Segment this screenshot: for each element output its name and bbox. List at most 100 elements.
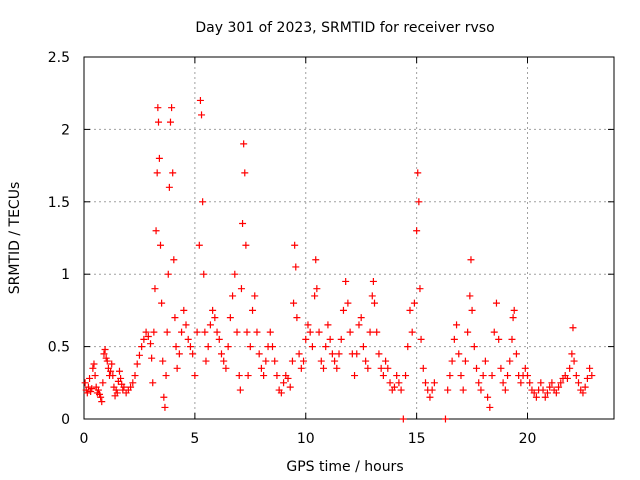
data-point [331, 357, 339, 365]
data-point [170, 256, 178, 264]
data-point [290, 299, 298, 307]
data-point [475, 379, 483, 387]
data-point [416, 285, 424, 293]
data-point [413, 227, 421, 235]
data-point [222, 364, 230, 372]
data-point [255, 350, 263, 358]
data-point [583, 374, 591, 382]
data-point [395, 379, 403, 387]
data-point [175, 350, 183, 358]
data-point [477, 386, 485, 394]
data-point [517, 379, 525, 387]
data-point [467, 256, 475, 264]
y-tick-label: 0 [61, 412, 70, 428]
data-point [484, 393, 492, 401]
data-point [382, 357, 390, 365]
data-point [532, 393, 540, 401]
data-point [108, 360, 116, 368]
data-point [297, 364, 305, 372]
data-point [486, 403, 494, 411]
data-point [237, 285, 245, 293]
data-point [366, 328, 374, 336]
data-point [509, 314, 517, 322]
data-point [575, 379, 583, 387]
y-tick-label: 2.5 [48, 50, 70, 66]
data-point [368, 292, 376, 300]
data-point [199, 198, 207, 206]
data-point [579, 389, 587, 397]
data-point [158, 299, 166, 307]
data-point [148, 354, 156, 362]
data-point [408, 328, 416, 336]
data-point [555, 383, 563, 391]
data-point [335, 350, 343, 358]
data-point [501, 386, 509, 394]
y-tick-label: 1.5 [48, 195, 70, 211]
data-point [351, 372, 359, 380]
data-point [84, 383, 92, 391]
y-tick-label: 1 [61, 267, 70, 283]
data-point [291, 241, 299, 249]
data-point [113, 389, 121, 397]
data-point [566, 364, 574, 372]
data-point [526, 379, 534, 387]
data-point [319, 364, 327, 372]
data-point [169, 169, 177, 177]
plot-frame [83, 56, 615, 420]
data-point [337, 335, 345, 343]
data-point [315, 328, 323, 336]
data-point [313, 285, 321, 293]
data-point [244, 372, 252, 380]
data-point [164, 270, 172, 278]
data-point [284, 374, 292, 382]
data-point [271, 357, 279, 365]
data-point [455, 350, 463, 358]
data-point [470, 343, 478, 351]
data-point [155, 154, 163, 162]
data-point [182, 321, 190, 329]
data-point [397, 386, 405, 394]
y-tick-label: 0.5 [48, 340, 70, 356]
data-point [312, 256, 320, 264]
data-point [333, 364, 341, 372]
data-point [322, 343, 330, 351]
data-point [444, 386, 452, 394]
chart-title: Day 301 of 2023, SRMTID for receiver rvs… [195, 20, 494, 36]
data-point [154, 104, 162, 112]
data-point [193, 328, 201, 336]
y-tick-label: 2 [61, 122, 70, 138]
data-point [344, 299, 352, 307]
data-point [588, 372, 596, 380]
data-point [277, 389, 285, 397]
data-point [328, 350, 336, 358]
data-point [257, 364, 265, 372]
data-point [430, 379, 438, 387]
data-point [302, 335, 310, 343]
data-point [306, 328, 314, 336]
data-point [107, 367, 115, 375]
data-point [552, 389, 560, 397]
data-point [201, 328, 209, 336]
data-point [466, 292, 474, 300]
data-point [355, 321, 363, 329]
data-point [101, 345, 109, 353]
data-point [229, 292, 237, 300]
data-point [288, 357, 296, 365]
data-point [140, 335, 148, 343]
data-point [280, 379, 288, 387]
data-point [490, 328, 498, 336]
data-point [539, 386, 547, 394]
data-point [173, 364, 181, 372]
data-point [196, 96, 204, 104]
data-point [521, 364, 529, 372]
data-point [464, 328, 472, 336]
data-point [224, 343, 232, 351]
data-point [481, 357, 489, 365]
data-point [226, 314, 234, 322]
data-point [448, 357, 456, 365]
data-point [308, 343, 316, 351]
data-point [508, 335, 516, 343]
data-point [488, 372, 496, 380]
x-tick-label: 20 [519, 431, 537, 447]
